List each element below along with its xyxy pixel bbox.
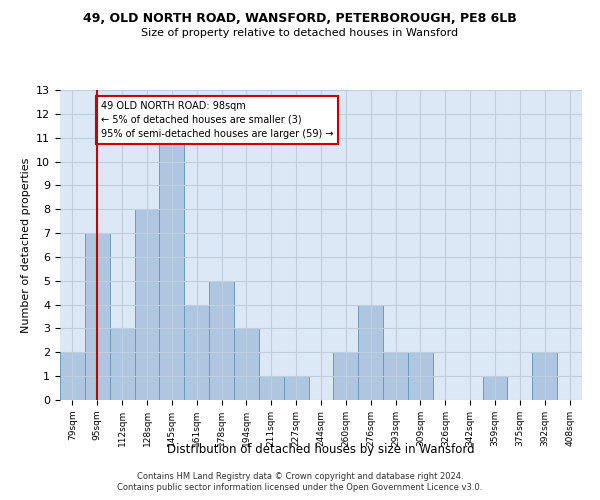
Bar [532, 352, 557, 400]
Y-axis label: Number of detached properties: Number of detached properties [20, 158, 31, 332]
Bar [482, 376, 508, 400]
Bar [383, 352, 408, 400]
Bar [234, 328, 259, 400]
Bar [334, 352, 358, 400]
Text: Size of property relative to detached houses in Wansford: Size of property relative to detached ho… [142, 28, 458, 38]
Bar [110, 328, 134, 400]
Text: Contains public sector information licensed under the Open Government Licence v3: Contains public sector information licen… [118, 484, 482, 492]
Text: Distribution of detached houses by size in Wansford: Distribution of detached houses by size … [167, 442, 475, 456]
Bar [408, 352, 433, 400]
Bar [209, 281, 234, 400]
Bar [85, 233, 110, 400]
Text: Contains HM Land Registry data © Crown copyright and database right 2024.: Contains HM Land Registry data © Crown c… [137, 472, 463, 481]
Bar [160, 138, 184, 400]
Bar [60, 352, 85, 400]
Bar [184, 304, 209, 400]
Bar [358, 304, 383, 400]
Bar [284, 376, 308, 400]
Bar [134, 209, 160, 400]
Text: 49, OLD NORTH ROAD, WANSFORD, PETERBOROUGH, PE8 6LB: 49, OLD NORTH ROAD, WANSFORD, PETERBOROU… [83, 12, 517, 26]
Text: 49 OLD NORTH ROAD: 98sqm
← 5% of detached houses are smaller (3)
95% of semi-det: 49 OLD NORTH ROAD: 98sqm ← 5% of detache… [101, 100, 334, 138]
Bar [259, 376, 284, 400]
